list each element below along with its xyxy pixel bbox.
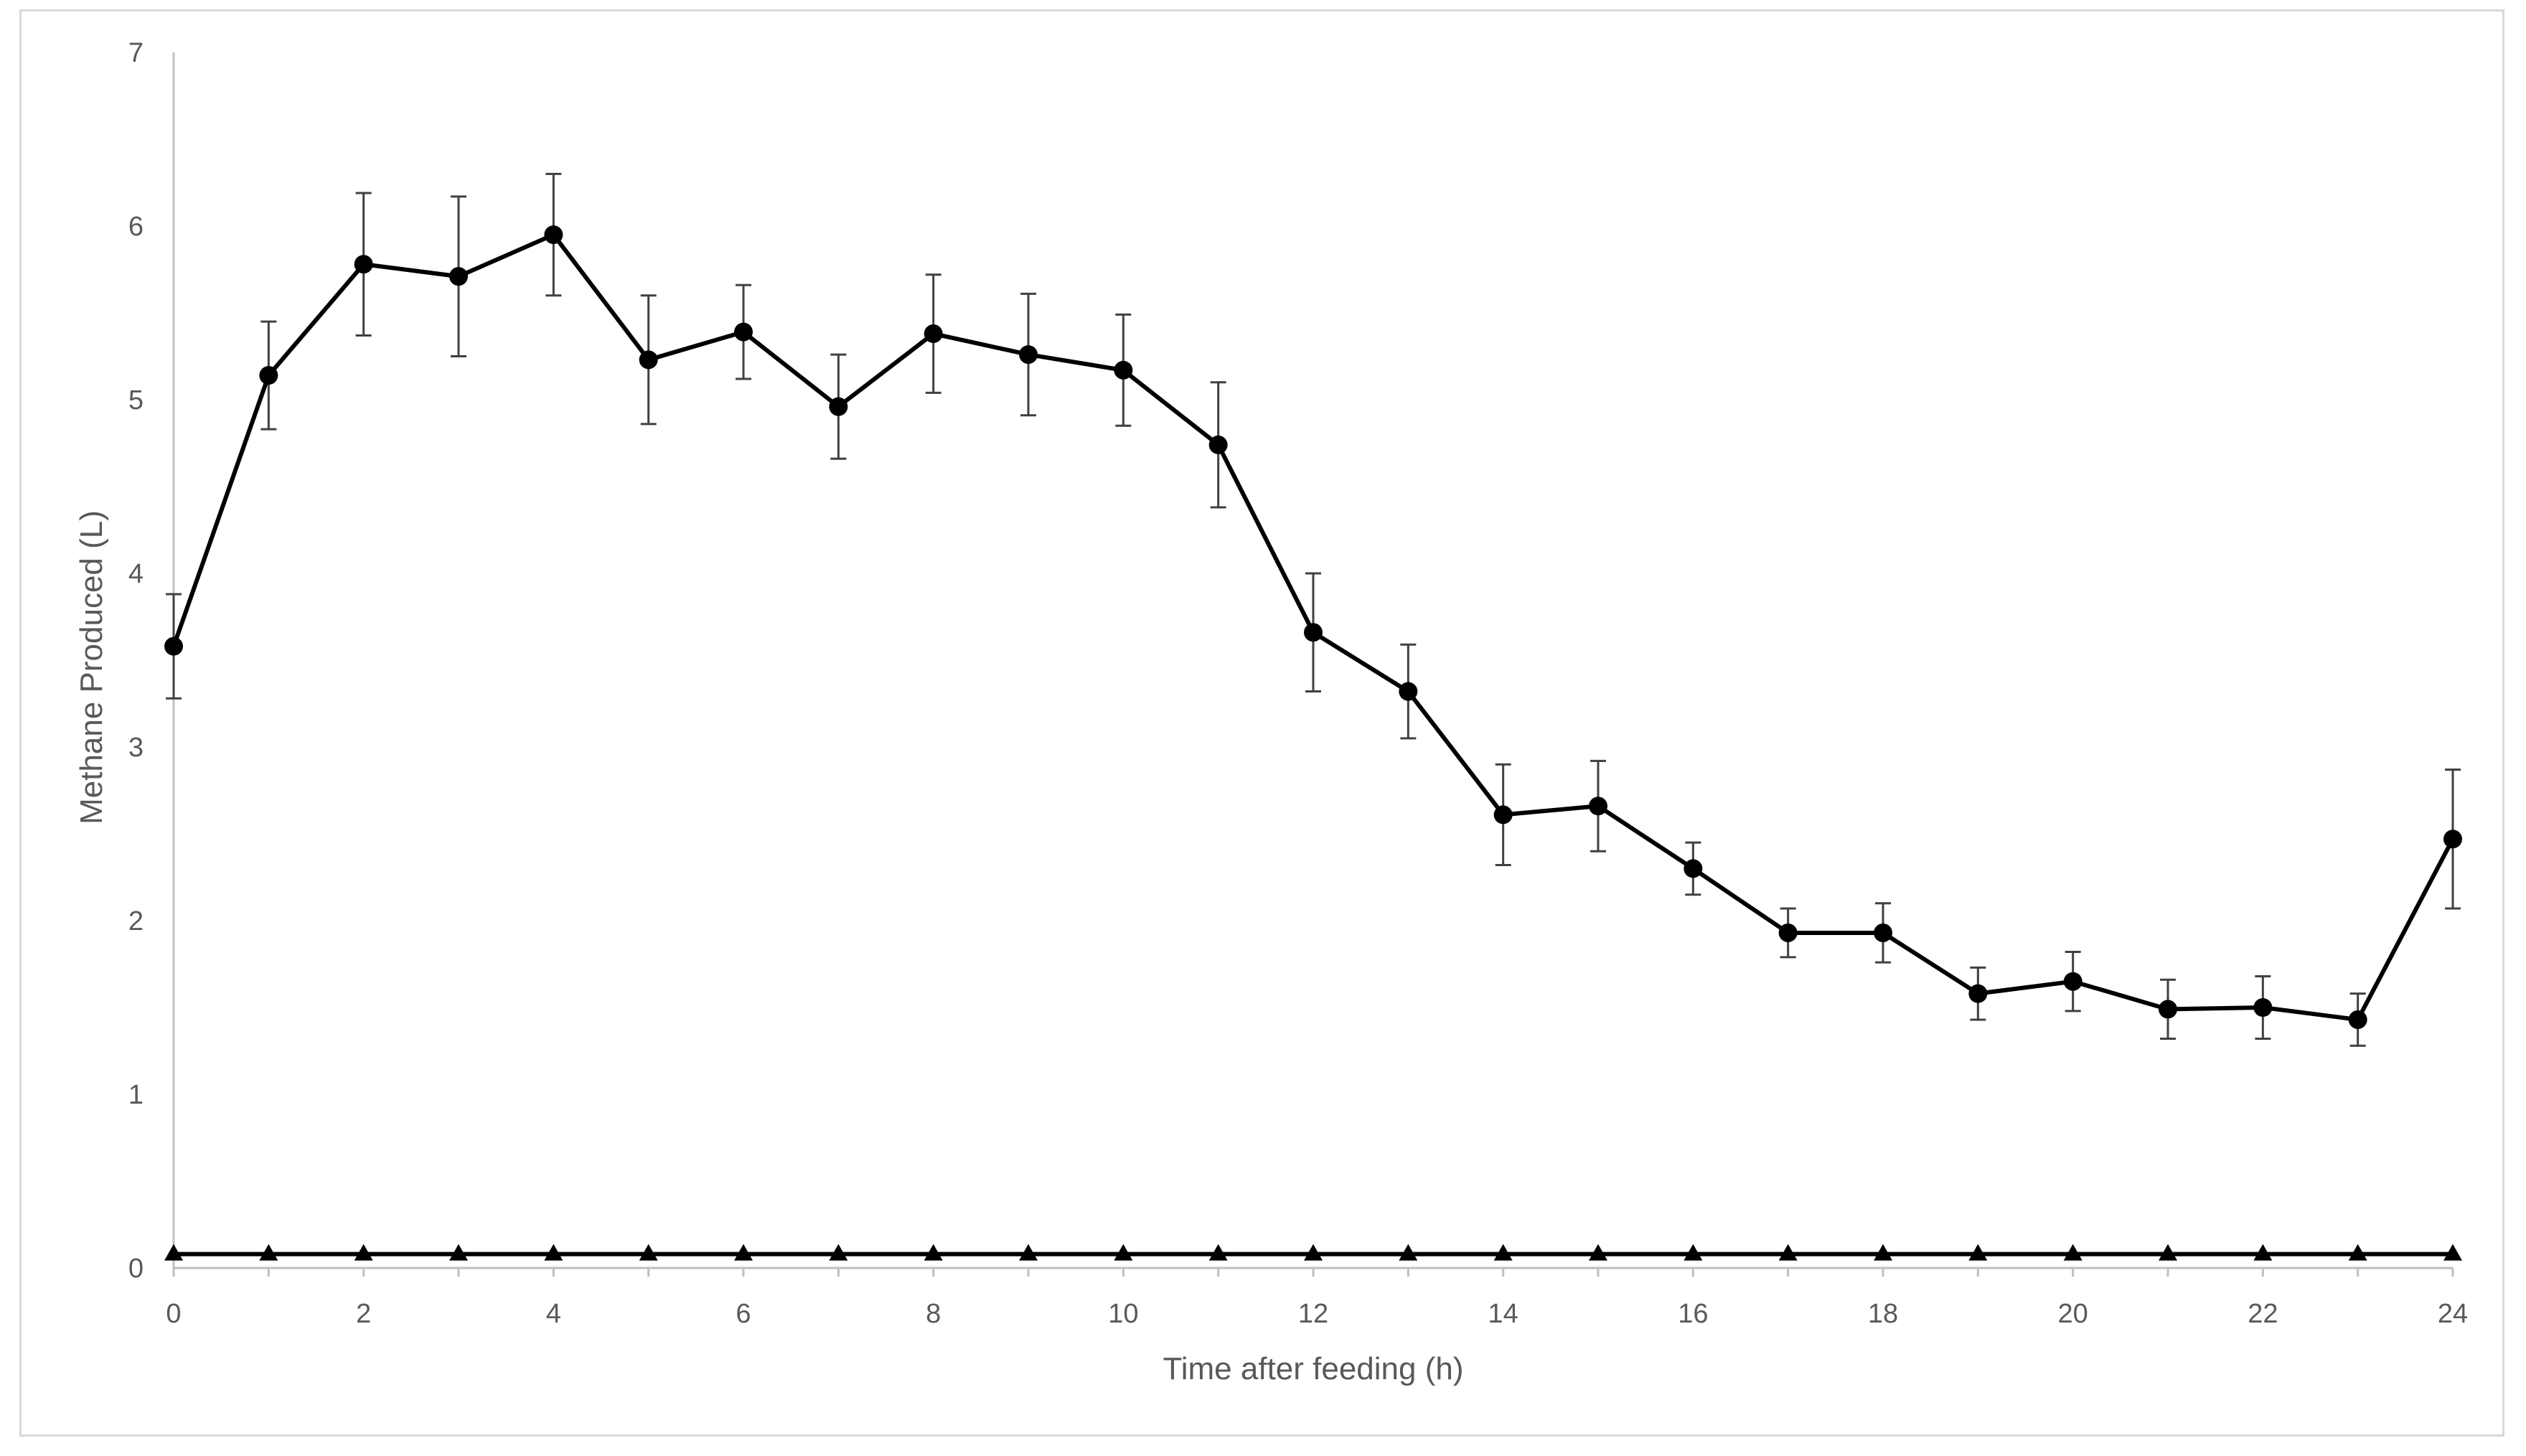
triangle-marker	[1778, 1244, 1798, 1261]
circle-marker	[639, 350, 658, 370]
x-tick-label: 8	[926, 1299, 941, 1329]
x-tick-label: 20	[2058, 1299, 2088, 1329]
circle-marker	[2063, 972, 2083, 991]
triangle-marker	[2348, 1244, 2367, 1261]
triangle-marker	[1589, 1244, 1607, 1261]
x-tick-label: 0	[166, 1299, 181, 1329]
triangle-marker	[1399, 1244, 1418, 1261]
circle-marker	[354, 255, 373, 274]
x-tick-label: 16	[1678, 1299, 1708, 1329]
triangle-marker	[354, 1244, 373, 1261]
triangle-marker	[449, 1244, 468, 1261]
circle-marker	[1968, 984, 1988, 1003]
circle-marker	[259, 366, 278, 385]
triangle-marker	[1968, 1244, 1988, 1261]
circle-marker	[924, 324, 943, 344]
x-tick-label: 10	[1108, 1299, 1138, 1329]
triangle-marker	[2063, 1244, 2083, 1261]
circle-marker	[1114, 360, 1133, 380]
data-markers	[164, 225, 2462, 1261]
x-tick-label: 12	[1298, 1299, 1328, 1329]
circle-marker	[164, 637, 183, 656]
y-tick-label: 2	[128, 906, 144, 936]
x-tick-marks	[172, 1268, 2454, 1277]
circle-marker	[1304, 623, 1323, 642]
triangle-marker	[1874, 1244, 1892, 1261]
triangle-marker	[734, 1244, 753, 1261]
circle-marker	[2348, 1010, 2367, 1029]
circle-marker	[1684, 859, 1703, 878]
triangle-marker	[2253, 1244, 2273, 1261]
y-tick-label: 3	[128, 733, 144, 763]
circle-marker	[1399, 682, 1418, 701]
y-tick-label: 7	[128, 38, 144, 68]
triangle-marker	[164, 1244, 183, 1261]
y-tick-label: 5	[128, 385, 144, 415]
triangle-marker	[1208, 1244, 1228, 1261]
triangle-marker	[1493, 1244, 1513, 1261]
triangle-marker	[544, 1244, 563, 1261]
y-tick-label: 0	[128, 1254, 144, 1284]
x-tick-label: 2	[356, 1299, 371, 1329]
x-axis-title: Time after feeding (h)	[1163, 1351, 1464, 1386]
circle-marker	[2159, 1000, 2177, 1019]
triangle-marker	[259, 1244, 278, 1261]
chart-frame	[19, 9, 2504, 1437]
triangle-marker	[1114, 1244, 1133, 1261]
y-tick-label: 4	[128, 559, 144, 589]
triangle-marker	[829, 1244, 848, 1261]
circle-marker	[1874, 923, 1892, 942]
x-tick-label: 24	[2438, 1299, 2468, 1329]
y-axis-title: Methane Produced (L)	[74, 510, 109, 825]
x-tick-label: 4	[546, 1299, 561, 1329]
circle-marker	[1589, 797, 1607, 816]
triangle-marker	[639, 1244, 658, 1261]
circle-marker	[1208, 435, 1228, 454]
triangle-marker	[1684, 1244, 1703, 1261]
circle-marker	[1493, 805, 1513, 825]
triangle-marker	[2443, 1244, 2462, 1261]
circle-marker	[1778, 923, 1798, 942]
x-tick-label: 6	[736, 1299, 751, 1329]
y-tick-labels: 0 1 2 3 4 5 6 7	[128, 38, 144, 1284]
x-tick-labels: 0 2 4 6 8 10 12 14 16 18 20 22 24	[166, 1299, 2468, 1329]
circle-marker	[829, 397, 848, 416]
circle-marker	[449, 267, 468, 286]
series-lines	[172, 233, 2455, 1257]
triangle-marker	[1019, 1244, 1038, 1261]
circle-marker	[734, 322, 753, 342]
circle-marker	[2443, 830, 2462, 849]
triangle-marker	[2159, 1244, 2177, 1261]
triangle-marker	[924, 1244, 943, 1261]
triangle-marker	[1304, 1244, 1323, 1261]
circle-marker	[2253, 998, 2273, 1017]
circle-marker	[544, 225, 563, 245]
x-tick-label: 22	[2248, 1299, 2278, 1329]
y-tick-label: 6	[128, 212, 144, 242]
x-tick-label: 18	[1868, 1299, 1898, 1329]
circle-marker	[1019, 345, 1038, 365]
error-bars	[166, 172, 2461, 1047]
x-tick-label: 14	[1488, 1299, 1518, 1329]
y-tick-label: 1	[128, 1080, 144, 1110]
